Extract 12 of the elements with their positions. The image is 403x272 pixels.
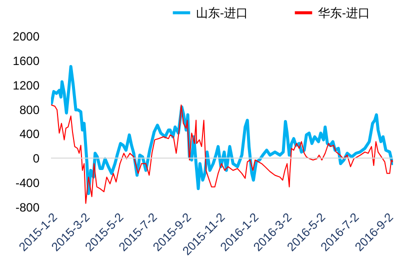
y-tick-label: -800 — [15, 200, 40, 214]
y-tick-label: 0 — [32, 152, 40, 166]
line-series — [51, 65, 393, 196]
line-series — [51, 104, 393, 204]
y-tick-label: 400 — [19, 127, 40, 142]
y-tick-label: 2000 — [12, 30, 40, 44]
legend-label: 华东-进口 — [318, 6, 370, 20]
y-tick-label: -400 — [15, 176, 40, 190]
y-tick-label: 1200 — [12, 78, 40, 92]
legend-label: 山东-进口 — [196, 6, 248, 20]
y-tick-label: 800 — [19, 102, 40, 117]
y-tick-label: 1600 — [12, 54, 40, 68]
